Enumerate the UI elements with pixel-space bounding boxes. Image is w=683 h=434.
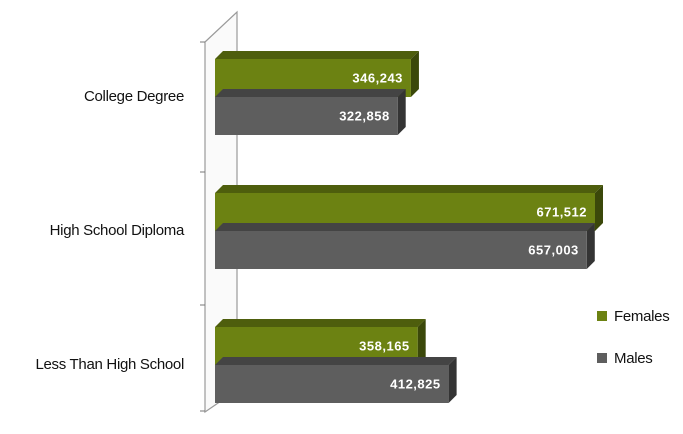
value-label: 671,512 — [537, 204, 588, 219]
category-label: High School Diploma — [50, 222, 185, 239]
bar-side — [397, 89, 406, 135]
bar-side — [410, 51, 419, 97]
bar-top — [215, 357, 457, 365]
bar-side — [586, 223, 595, 269]
value-label: 412,825 — [390, 376, 441, 391]
bar-side — [417, 319, 426, 365]
value-label: 657,003 — [528, 242, 579, 257]
bar — [215, 231, 587, 269]
legend-label: Females — [614, 308, 669, 325]
category-label: College Degree — [84, 88, 184, 105]
bar-top — [215, 223, 595, 231]
bar-side — [595, 185, 603, 231]
value-label: 358,165 — [359, 338, 410, 353]
bar-top — [215, 319, 426, 327]
bar-top — [215, 185, 603, 193]
legend-label: Males — [614, 350, 653, 367]
value-label: 322,858 — [339, 108, 390, 123]
legend-swatch — [597, 311, 607, 321]
category-label: Less Than High School — [35, 356, 184, 373]
legend-swatch — [597, 353, 607, 363]
bar-top — [215, 51, 419, 59]
value-label: 346,243 — [352, 70, 403, 85]
bar — [215, 97, 398, 135]
bar — [215, 365, 449, 403]
bar-top — [215, 89, 406, 97]
bar-side — [448, 357, 457, 403]
